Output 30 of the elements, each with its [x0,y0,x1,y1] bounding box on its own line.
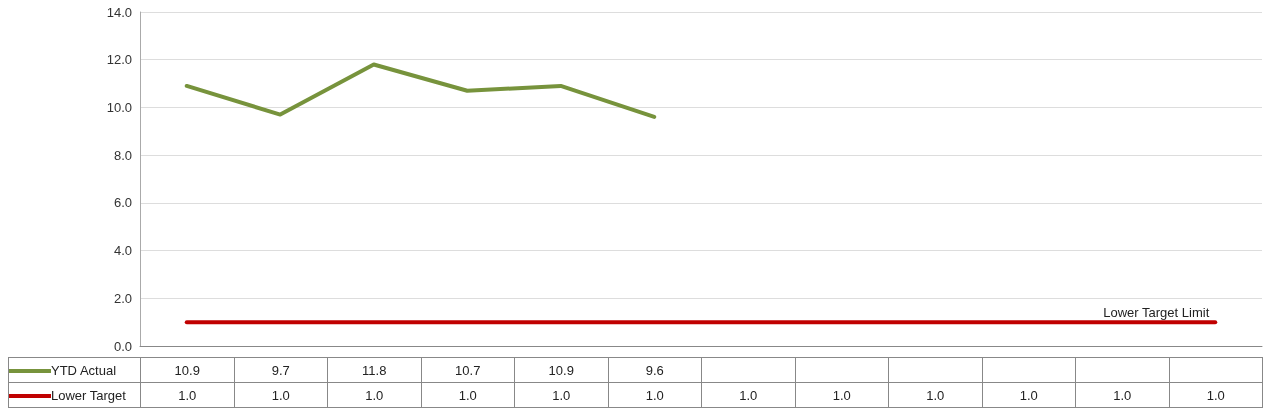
data-label: 1.0 [888,382,982,408]
data-label: 10.9 [514,357,608,383]
line-series [184,62,657,119]
data-label: 1.0 [327,382,421,408]
data-label: 1.0 [514,382,608,408]
y-tick-label: 0.0 [113,338,132,354]
data-label: 10.7 [421,357,515,383]
data-label: 1.0 [701,382,795,408]
legend-label: YTD Actual [8,357,141,383]
y-tick-label: 8.0 [113,147,132,163]
y-tick-label: 12.0 [106,52,132,68]
data-label: 11.8 [327,357,421,383]
data-label: 1.0 [1169,382,1263,408]
data-label: 1.0 [982,382,1076,408]
data-label: 1.0 [421,382,515,408]
data-label: 1.0 [608,382,702,408]
data-label: 1.0 [795,382,889,408]
annotation: Lower Target Limit [1103,305,1210,321]
y-tick-label: 4.0 [113,243,132,259]
y-tick-label: 14.0 [106,4,132,20]
legend-label: Lower Target [8,382,141,408]
data-label: 1.0 [1075,382,1169,408]
y-tick-label: 10.0 [106,99,132,115]
data-label: 10.9 [140,357,234,383]
data-label: 9.6 [608,357,702,383]
data-label: 1.0 [140,382,234,408]
y-tick-label: 2.0 [113,290,132,306]
data-label: 9.7 [234,357,328,383]
y-tick-label: 6.0 [113,195,132,211]
data-label: 1.0 [234,382,328,408]
